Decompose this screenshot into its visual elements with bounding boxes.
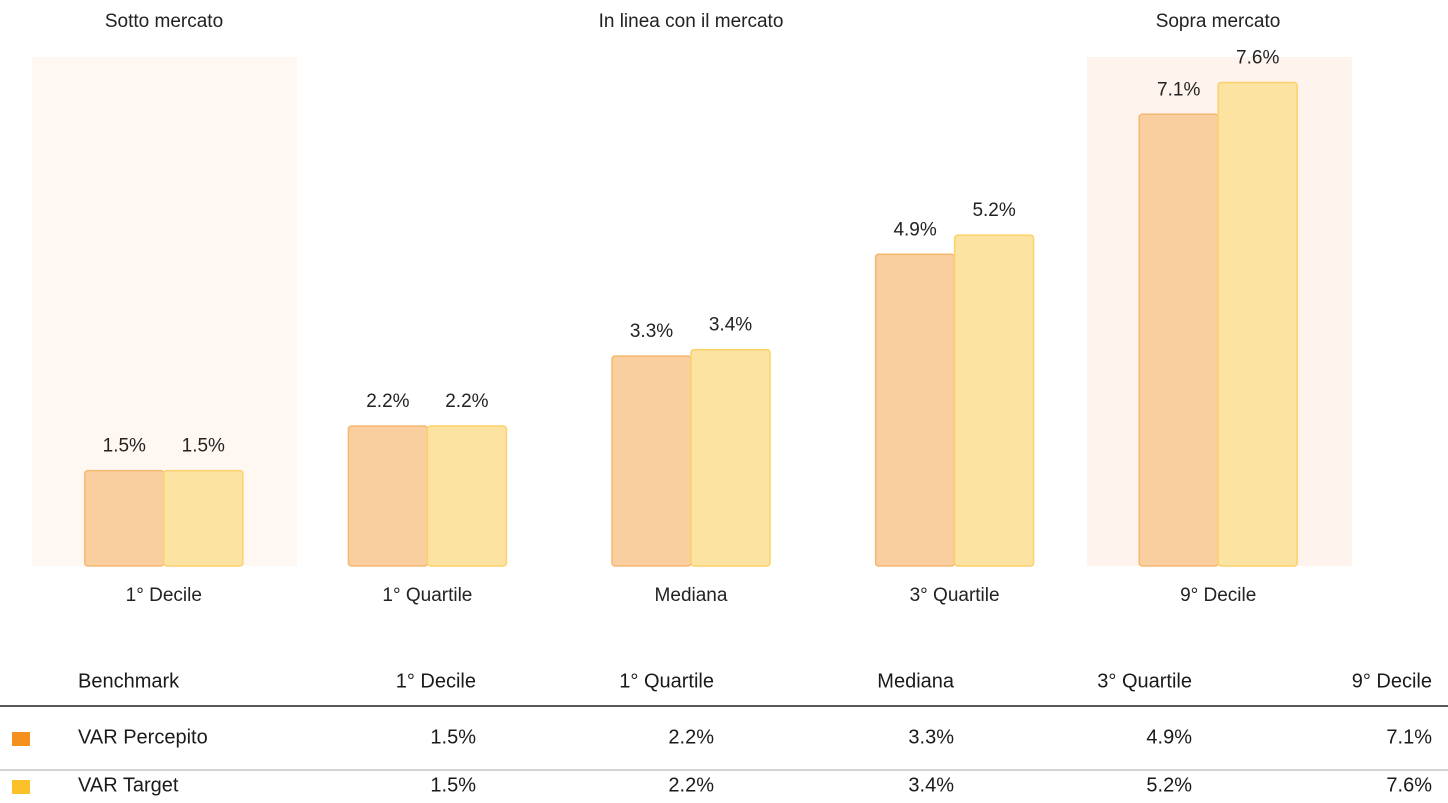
table-header-cell: 3° Quartile bbox=[1097, 670, 1192, 692]
bar bbox=[690, 348, 771, 567]
table-header: Benchmark bbox=[78, 670, 180, 692]
data-label: 4.9% bbox=[893, 219, 936, 240]
table-cell: 1.5% bbox=[430, 774, 476, 796]
table-cell: 3.3% bbox=[908, 726, 954, 748]
data-label: 2.2% bbox=[366, 391, 409, 412]
bar bbox=[84, 469, 165, 567]
bar bbox=[163, 469, 244, 567]
data-label: 1.5% bbox=[103, 436, 146, 457]
bar bbox=[347, 425, 429, 567]
data-label: 7.1% bbox=[1157, 79, 1200, 100]
x-tick-label: 3° Quartile bbox=[910, 585, 1000, 606]
data-label: 3.3% bbox=[630, 321, 673, 342]
table-cell: 4.9% bbox=[1146, 726, 1192, 748]
table-cell: 2.2% bbox=[668, 726, 714, 748]
bar bbox=[953, 234, 1035, 567]
x-tick-label: 1° Quartile bbox=[382, 585, 472, 606]
table-row-name: VAR Target bbox=[78, 774, 179, 796]
table-cell: 5.2% bbox=[1146, 774, 1192, 796]
bar bbox=[611, 355, 692, 567]
table-header-cell: 1° Decile bbox=[396, 670, 476, 692]
x-tick-label: 9° Decile bbox=[1180, 585, 1256, 606]
zone-label: In linea con il mercato bbox=[599, 11, 784, 32]
table-row-name: VAR Percepito bbox=[78, 726, 208, 748]
data-label: 3.4% bbox=[709, 315, 752, 336]
bar bbox=[1217, 81, 1298, 567]
bar bbox=[1138, 113, 1219, 567]
zone-label: Sopra mercato bbox=[1156, 11, 1281, 32]
bar bbox=[874, 253, 956, 567]
data-label: 1.5% bbox=[182, 436, 225, 457]
bar bbox=[426, 425, 508, 567]
table-header-cell: 9° Decile bbox=[1352, 670, 1432, 692]
x-tick-label: Mediana bbox=[655, 585, 728, 606]
legend-swatch bbox=[12, 780, 30, 794]
zone-label: Sotto mercato bbox=[105, 11, 223, 32]
x-tick-label: 1° Decile bbox=[126, 585, 202, 606]
data-label: 7.6% bbox=[1236, 47, 1279, 68]
table-cell: 7.6% bbox=[1386, 774, 1432, 796]
table-cell: 1.5% bbox=[430, 726, 476, 748]
table-header-cell: 1° Quartile bbox=[619, 670, 714, 692]
table-cell: 7.1% bbox=[1386, 726, 1432, 748]
data-label: 5.2% bbox=[972, 200, 1015, 221]
table-cell: 3.4% bbox=[908, 774, 954, 796]
legend-swatch bbox=[12, 732, 30, 746]
data-label: 2.2% bbox=[445, 391, 488, 412]
table-header-cell: Mediana bbox=[877, 670, 955, 692]
table-cell: 2.2% bbox=[668, 774, 714, 796]
